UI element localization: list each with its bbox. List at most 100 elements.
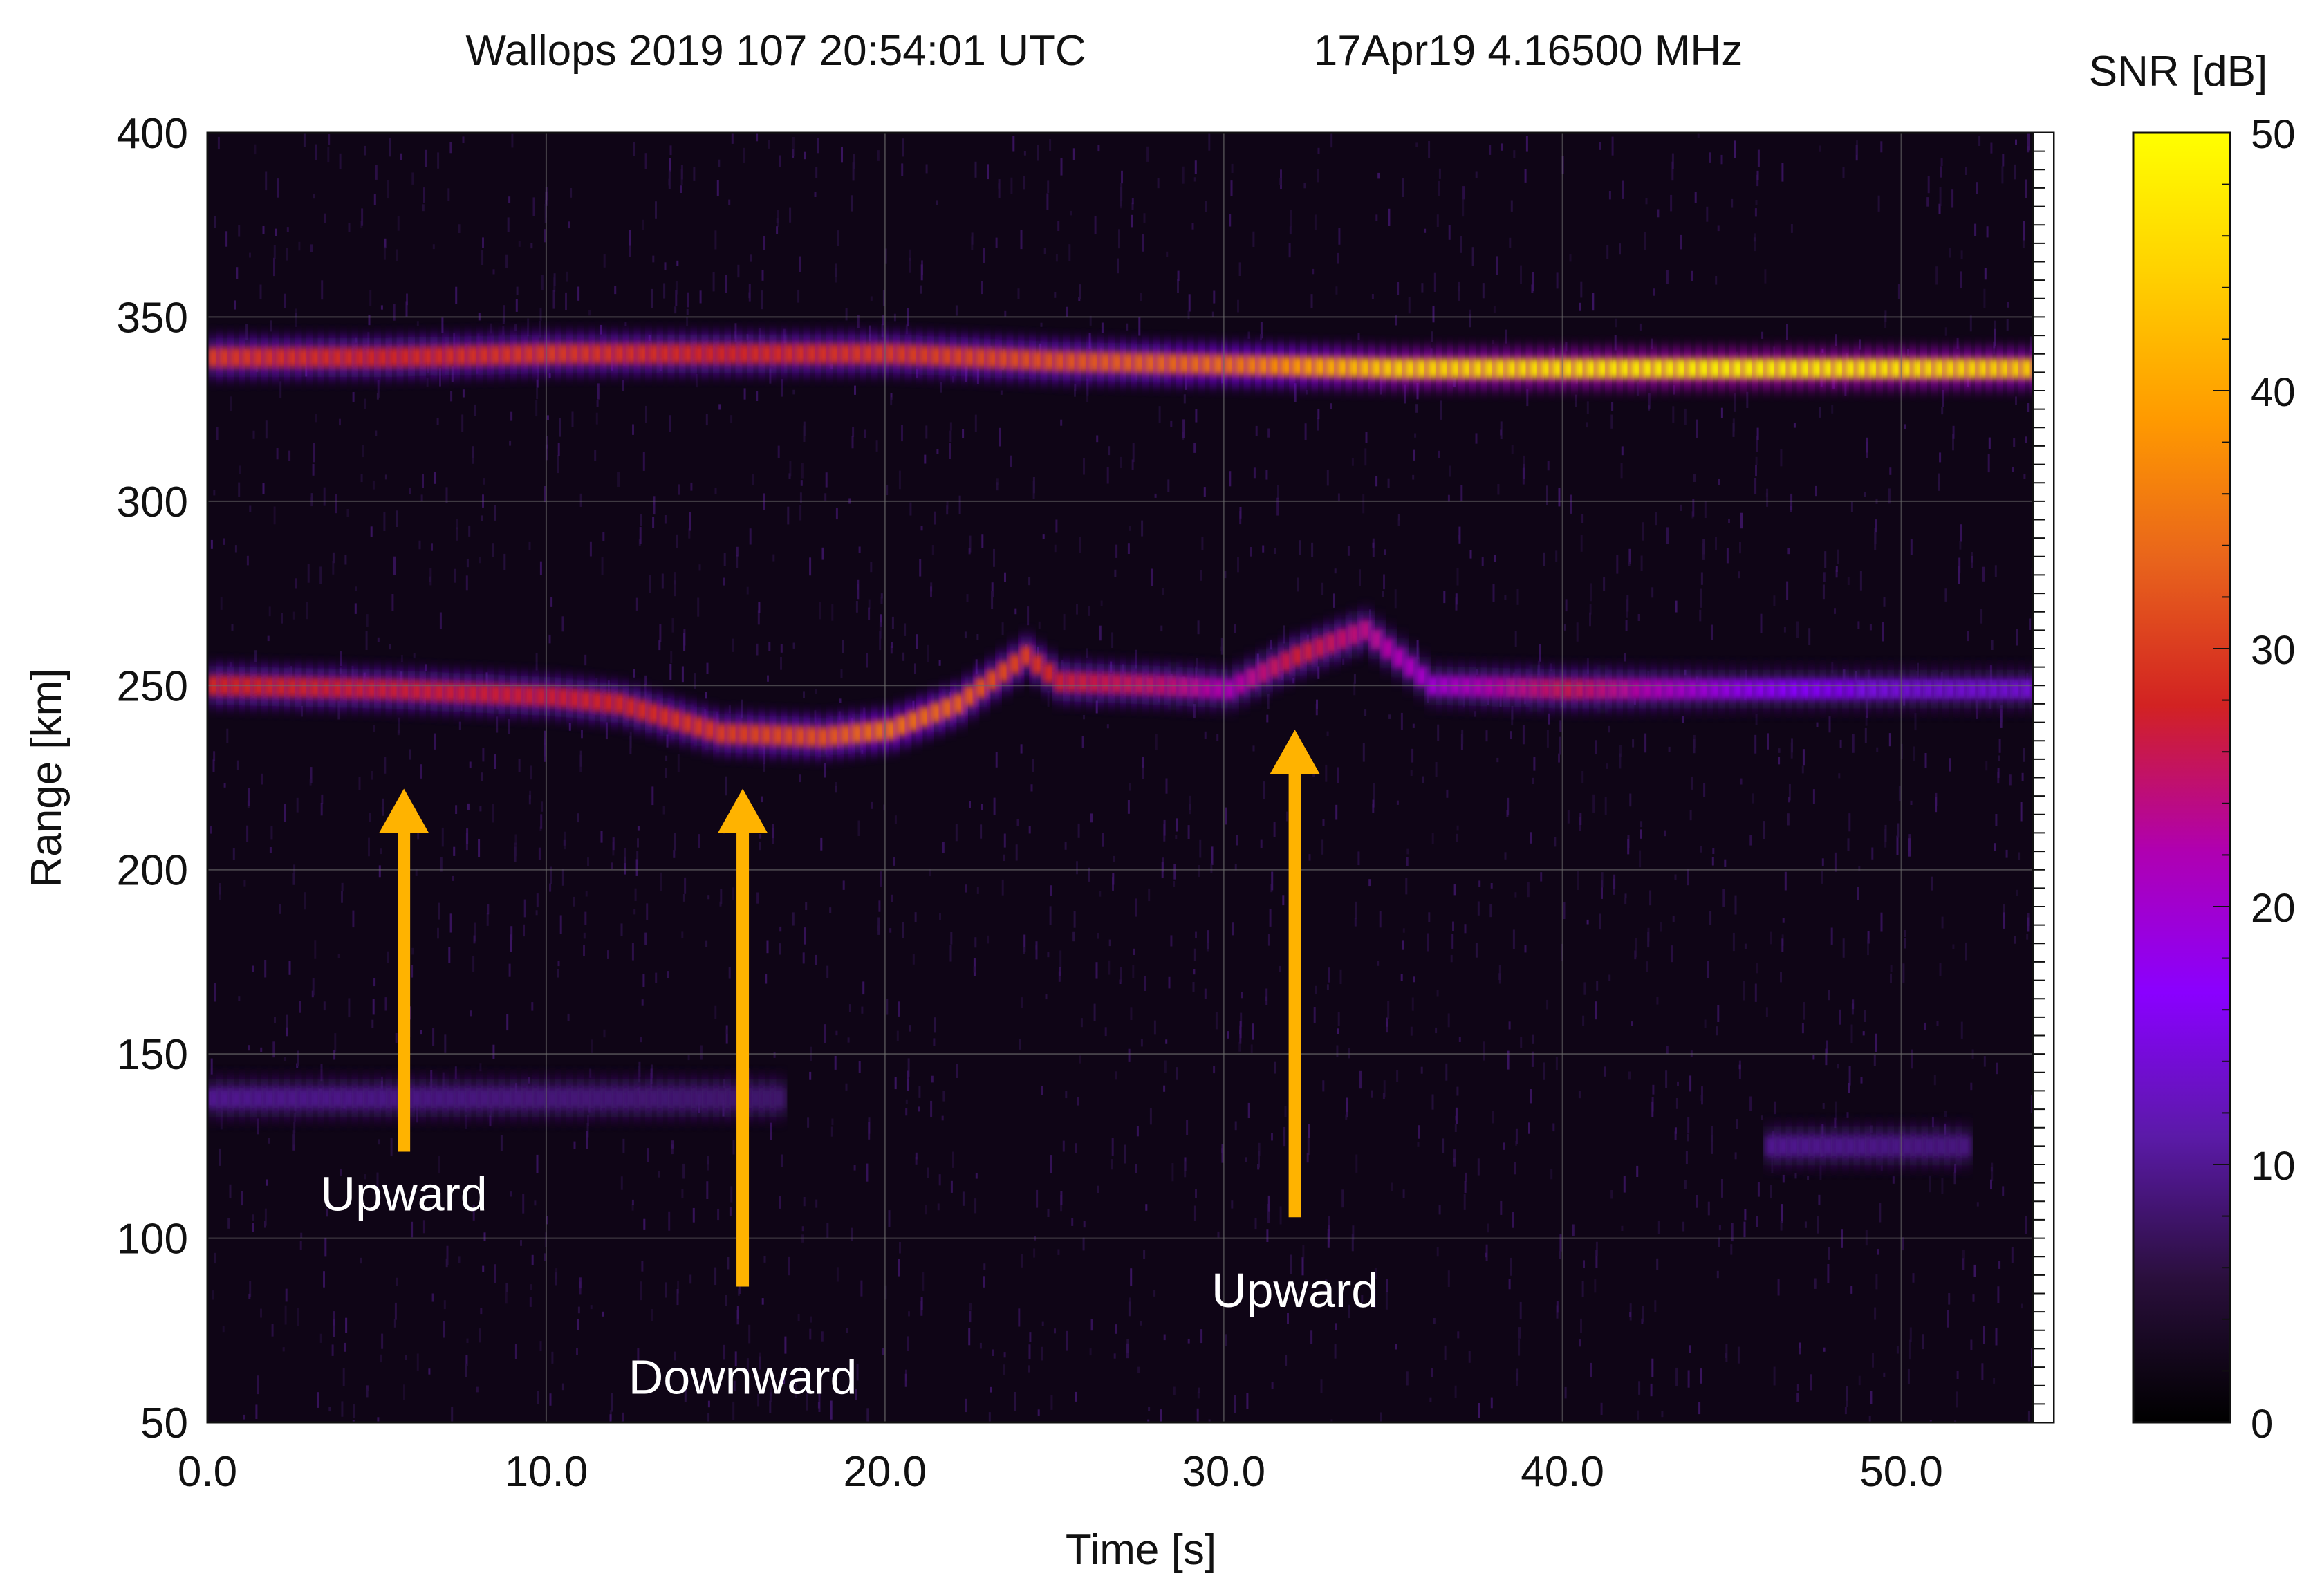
- echo-point: [1178, 677, 1191, 697]
- echo-point: [772, 725, 785, 745]
- echo-point: [297, 1088, 310, 1108]
- echo-point: [275, 677, 288, 697]
- echo-point: [1574, 359, 1587, 378]
- echo-point: [625, 697, 638, 717]
- echo-point: [1788, 359, 1801, 378]
- echo-point: [207, 348, 221, 367]
- echo-point: [444, 346, 458, 366]
- echo-point: [354, 1088, 367, 1108]
- y-tick-label: 300: [117, 479, 188, 526]
- echo-point: [388, 680, 401, 700]
- echo-point: [422, 346, 435, 366]
- echo-point: [693, 1088, 706, 1108]
- annotation-label: Upward: [321, 1167, 487, 1221]
- echo-point: [568, 1088, 582, 1108]
- echo-point: [1585, 679, 1598, 699]
- echo-point: [1619, 679, 1632, 699]
- echo-point: [1201, 355, 1214, 374]
- echo-point: [1596, 679, 1609, 699]
- echo-point: [806, 344, 819, 364]
- colorbar-tick-label: 10: [2251, 1144, 2296, 1189]
- echo-point: [727, 1088, 740, 1108]
- echo-point: [1890, 679, 1903, 699]
- echo-point: [839, 725, 853, 745]
- echo-point: [377, 1088, 390, 1108]
- echo-point: [964, 686, 977, 706]
- echo-point: [952, 694, 966, 714]
- echo-point: [523, 344, 537, 364]
- echo-point: [715, 344, 729, 364]
- echo-point: [647, 704, 661, 724]
- echo-point: [1303, 357, 1316, 377]
- plot-background: [207, 133, 2054, 1422]
- echo-point: [1269, 356, 1282, 376]
- echo-point: [410, 347, 424, 366]
- echo-point: [670, 1088, 683, 1108]
- echo-point: [862, 722, 875, 742]
- echo-point: [613, 1088, 627, 1108]
- echo-point: [1122, 674, 1135, 694]
- echo-point: [523, 685, 537, 705]
- echo-point: [591, 344, 604, 364]
- echo-point: [546, 1088, 559, 1108]
- echo-point: [467, 346, 480, 366]
- echo-point: [1562, 359, 1575, 378]
- echo-point: [873, 721, 886, 741]
- echo-point: [613, 694, 627, 714]
- echo-point: [1833, 1136, 1846, 1156]
- echo-point: [1359, 620, 1372, 640]
- echo-point: [884, 720, 898, 740]
- echo-point: [1923, 679, 1935, 699]
- echo-point: [1077, 673, 1090, 693]
- echo-point: [1404, 359, 1418, 378]
- echo-point: [1382, 639, 1395, 658]
- echo-point: [681, 1088, 695, 1108]
- echo-point: [772, 1088, 785, 1108]
- echo-point: [1562, 679, 1575, 699]
- echo-point: [433, 346, 446, 366]
- echo-point: [320, 678, 333, 698]
- echo-point: [941, 698, 954, 718]
- annotation-arrow: Downward: [629, 788, 857, 1404]
- echo-point: [1765, 679, 1778, 699]
- echo-point: [670, 344, 683, 364]
- echo-point: [1653, 359, 1666, 378]
- echo-point: [1077, 352, 1090, 372]
- echo-point: [1664, 679, 1677, 699]
- echo-point: [1608, 679, 1621, 699]
- echo-point: [896, 344, 909, 364]
- echo-point: [783, 344, 797, 364]
- echo-point: [331, 1088, 344, 1108]
- echo-point: [1223, 355, 1236, 375]
- echo-point: [602, 693, 615, 713]
- echo-point: [1269, 657, 1282, 677]
- echo-point: [535, 686, 548, 706]
- echo-point: [1585, 359, 1598, 378]
- echo-point: [399, 347, 412, 367]
- colorbar-tick-label: 50: [2251, 112, 2296, 157]
- echo-point: [986, 670, 1000, 690]
- echo-point: [1844, 679, 1858, 699]
- echo-point: [1867, 1136, 1880, 1156]
- echo-point: [241, 676, 254, 696]
- echo-point: [263, 1088, 277, 1108]
- echo-point: [1788, 679, 1801, 699]
- echo-point: [343, 1088, 356, 1108]
- echo-point: [1043, 663, 1056, 683]
- y-tick-label: 150: [117, 1031, 188, 1079]
- echo-point: [1483, 677, 1496, 697]
- annotation-arrow: Upward: [1211, 730, 1378, 1317]
- annotation-label: Upward: [1211, 1263, 1378, 1317]
- echo-point: [715, 723, 729, 743]
- echo-point: [399, 680, 412, 700]
- echo-point: [761, 344, 774, 364]
- echo-point: [1415, 359, 1429, 378]
- echo-point: [568, 344, 582, 364]
- echo-point: [275, 1088, 288, 1108]
- x-tick-label: 0.0: [178, 1448, 237, 1496]
- echo-point: [964, 347, 977, 367]
- echo-point: [478, 684, 492, 703]
- echo-point: [1235, 674, 1248, 694]
- echo-point: [1731, 359, 1745, 378]
- echo-point: [1551, 359, 1564, 378]
